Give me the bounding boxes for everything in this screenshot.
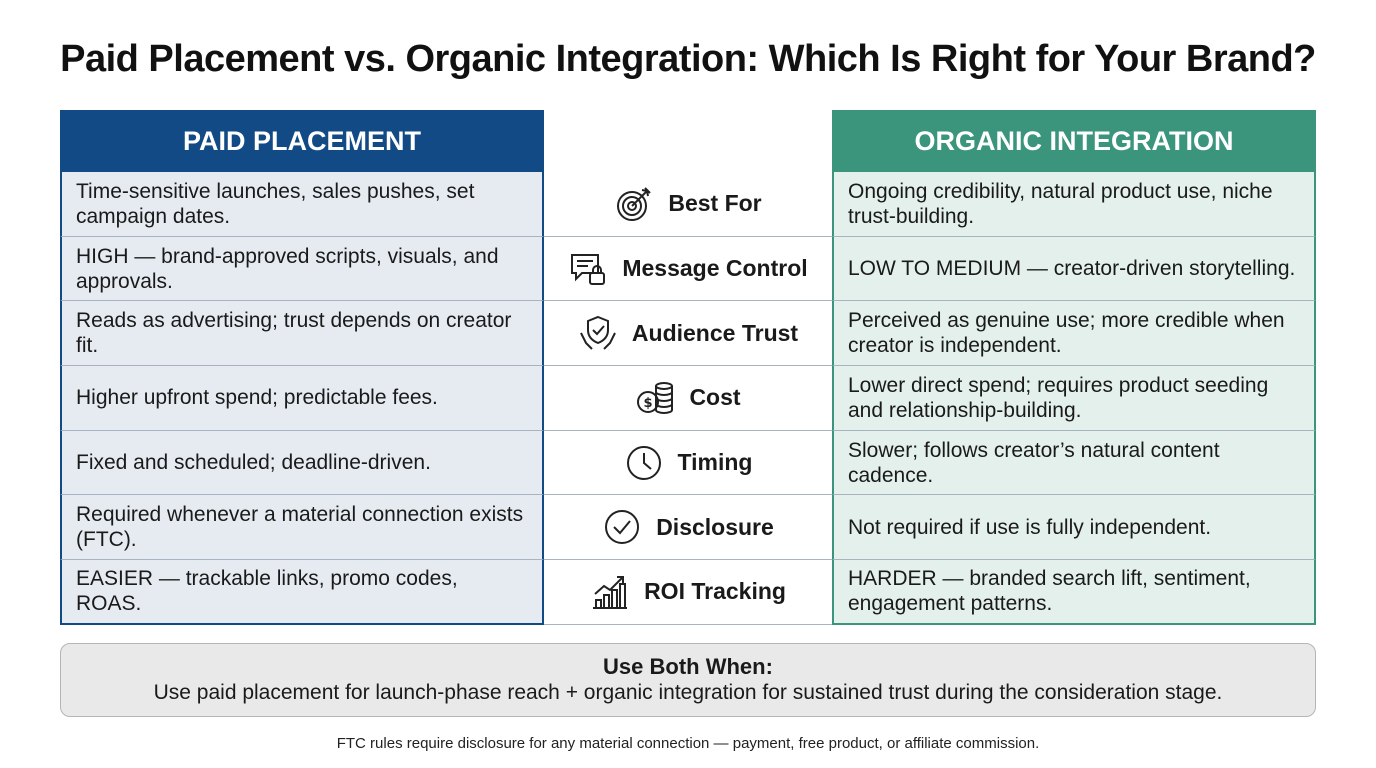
callout-text: Use paid placement for launch-phase reac… bbox=[153, 681, 1223, 704]
organic-cell-cost: Lower direct spend; requires product see… bbox=[832, 366, 1316, 431]
shield-hands-icon bbox=[578, 313, 618, 353]
criterion-label: Cost bbox=[689, 384, 741, 411]
growth-chart-icon bbox=[590, 572, 630, 612]
paid-cell-best-for: Time-sensitive launches, sales pushes, s… bbox=[60, 172, 544, 237]
criterion-label: Timing bbox=[677, 449, 753, 476]
criterion-label: Best For bbox=[668, 190, 762, 217]
organic-cell-disclosure: Not required if use is fully independent… bbox=[832, 495, 1316, 561]
criterion-roi-tracking: ROI Tracking bbox=[544, 560, 832, 625]
organic-cell-roi-tracking: HARDER — branded search lift, sentiment,… bbox=[832, 560, 1316, 625]
coins-icon: $ bbox=[635, 378, 675, 418]
criterion-message-control: Message Control bbox=[544, 236, 832, 302]
criterion-label: ROI Tracking bbox=[644, 578, 786, 605]
check-circle-icon bbox=[602, 507, 642, 547]
criterion-disclosure: Disclosure bbox=[544, 495, 832, 561]
header-spacer bbox=[544, 110, 832, 172]
criterion-label: Disclosure bbox=[656, 513, 774, 540]
svg-text:$: $ bbox=[644, 396, 653, 411]
paid-cell-audience-trust: Reads as advertising; trust depends on c… bbox=[60, 301, 544, 367]
clock-icon bbox=[624, 443, 664, 483]
target-icon bbox=[614, 184, 654, 224]
callout-title: Use Both When: bbox=[603, 654, 773, 679]
criterion-timing: Timing bbox=[544, 430, 832, 496]
organic-cell-message-control: LOW TO MEDIUM — creator-driven storytell… bbox=[832, 236, 1316, 302]
message-lock-icon bbox=[568, 249, 608, 289]
paid-cell-message-control: HIGH — brand-approved scripts, visuals, … bbox=[60, 236, 544, 302]
paid-cell-timing: Fixed and scheduled; deadline-driven. bbox=[60, 430, 544, 496]
use-both-callout: Use Both When: Use paid placement for la… bbox=[60, 643, 1316, 717]
ftc-footnote: FTC rules require disclosure for any mat… bbox=[336, 735, 1040, 752]
paid-cell-roi-tracking: EASIER — trackable links, promo codes, R… bbox=[60, 560, 544, 625]
criterion-label: Message Control bbox=[622, 255, 808, 282]
organic-cell-best-for: Ongoing credibility, natural product use… bbox=[832, 172, 1316, 237]
page-title: Paid Placement vs. Organic Integration: … bbox=[60, 38, 1316, 80]
header-paid-placement: PAID PLACEMENT bbox=[60, 110, 544, 172]
organic-cell-timing: Slower; follows creator’s natural conten… bbox=[832, 430, 1316, 496]
criterion-label: Audience Trust bbox=[631, 319, 799, 346]
criterion-audience-trust: Audience Trust bbox=[544, 301, 832, 367]
paid-cell-disclosure: Required whenever a material connection … bbox=[60, 495, 544, 561]
criterion-cost: $ Cost bbox=[544, 366, 832, 431]
organic-cell-audience-trust: Perceived as genuine use; more credible … bbox=[832, 301, 1316, 367]
criterion-best-for: Best For bbox=[544, 172, 832, 237]
paid-cell-cost: Higher upfront spend; predictable fees. bbox=[60, 366, 544, 431]
header-organic-integration: ORGANIC INTEGRATION bbox=[832, 110, 1316, 172]
comparison-table: PAID PLACEMENT ORGANIC INTEGRATION Time-… bbox=[60, 110, 1316, 625]
